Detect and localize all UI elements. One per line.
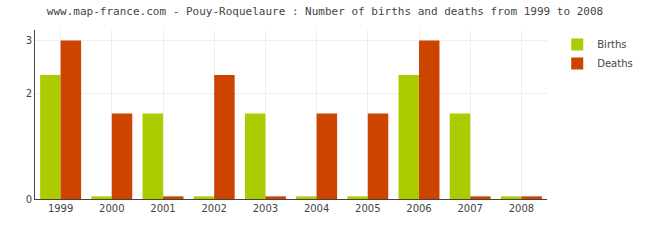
svg-text:2007: 2007	[457, 203, 482, 214]
svg-text:2005: 2005	[355, 203, 380, 214]
svg-text:0: 0	[26, 194, 32, 205]
svg-text:2006: 2006	[406, 203, 431, 214]
svg-text:www.map-france.com - Pouy-Roqu: www.map-france.com - Pouy-Roquelaure : N…	[47, 5, 603, 18]
svg-text:Births: Births	[597, 39, 626, 50]
svg-text:2008: 2008	[509, 203, 534, 214]
svg-text:2001: 2001	[150, 203, 175, 214]
svg-text:2000: 2000	[99, 203, 124, 214]
svg-text:1999: 1999	[48, 203, 73, 214]
svg-text:2: 2	[26, 88, 32, 99]
svg-text:2003: 2003	[253, 203, 278, 214]
svg-text:2004: 2004	[304, 203, 329, 214]
svg-text:3: 3	[26, 35, 32, 46]
svg-text:2002: 2002	[201, 203, 226, 214]
svg-text:Deaths: Deaths	[597, 58, 632, 69]
